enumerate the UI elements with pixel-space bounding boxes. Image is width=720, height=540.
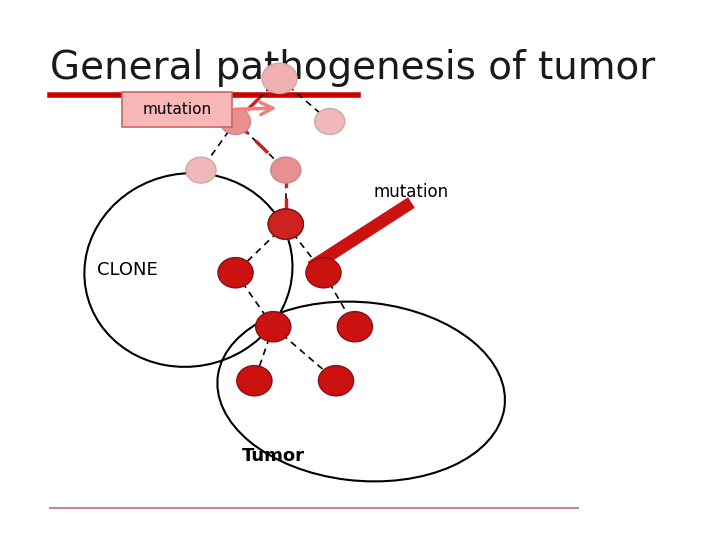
Text: General pathogenesis of tumor: General pathogenesis of tumor (50, 49, 655, 86)
Circle shape (269, 209, 303, 239)
Circle shape (262, 63, 297, 93)
Circle shape (218, 258, 253, 288)
Text: mutation: mutation (143, 102, 212, 117)
Circle shape (269, 209, 303, 239)
Text: Tumor: Tumor (242, 447, 305, 465)
FancyBboxPatch shape (122, 92, 233, 127)
Circle shape (220, 109, 251, 134)
Circle shape (237, 366, 272, 396)
Circle shape (306, 258, 341, 288)
Circle shape (256, 312, 291, 342)
Circle shape (318, 366, 354, 396)
Text: mutation: mutation (374, 183, 449, 201)
Text: CLONE: CLONE (97, 261, 158, 279)
Circle shape (337, 312, 372, 342)
Circle shape (186, 157, 216, 183)
Circle shape (271, 157, 301, 183)
Circle shape (315, 109, 345, 134)
